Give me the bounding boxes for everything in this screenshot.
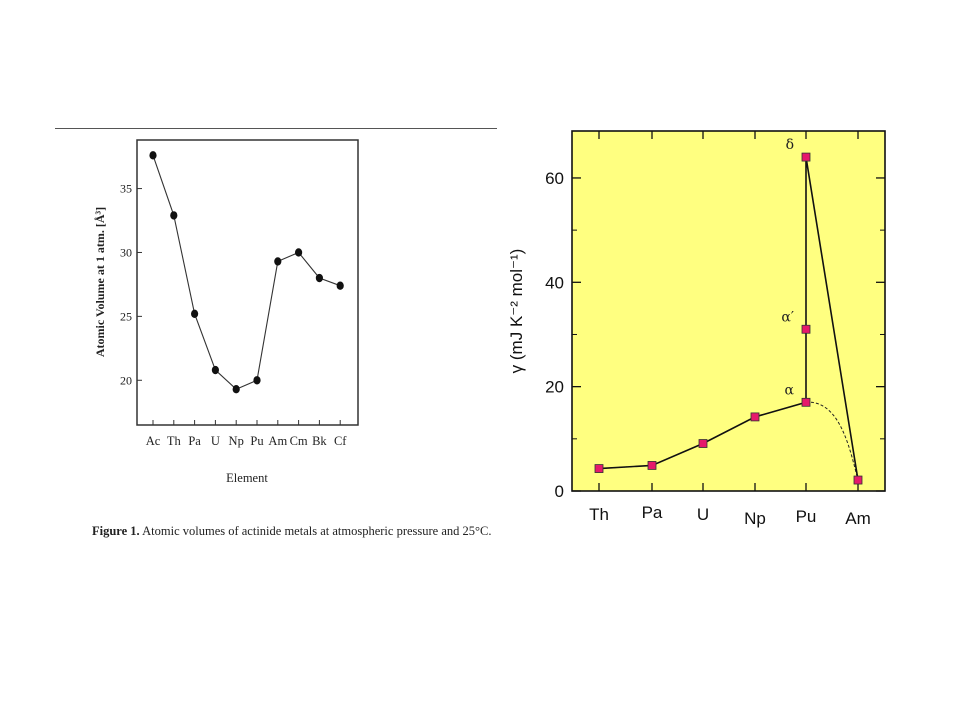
- y-tick-label-right: 0: [555, 482, 564, 501]
- data-point-left: [232, 385, 240, 394]
- data-point-right: [801, 397, 811, 407]
- data-point-right: [801, 152, 811, 162]
- x-tick-label-left: Bk: [312, 434, 327, 448]
- data-point-left: [149, 151, 157, 160]
- y-axis-label-left: Atomic Volume at 1 atm. [Å³]: [93, 207, 107, 357]
- x-tick-label-right: Pu: [796, 507, 817, 526]
- data-point-left: [274, 257, 282, 266]
- y-tick-label-left: 30: [120, 245, 132, 259]
- figure-caption-label: Figure 1.: [92, 524, 140, 538]
- data-point-left: [253, 376, 261, 385]
- x-tick-label-left: Th: [167, 434, 182, 448]
- phase-label: δ: [786, 137, 794, 153]
- phase-label: α: [785, 382, 795, 398]
- data-point-left: [191, 309, 199, 319]
- x-tick-label-right: Am: [845, 509, 871, 528]
- x-tick-label-right: U: [697, 505, 709, 524]
- x-tick-label-right: Np: [744, 509, 766, 528]
- phase-label: α′: [781, 309, 794, 325]
- x-tick-label-left: Pu: [250, 434, 264, 448]
- y-tick-label-left: 25: [120, 309, 132, 323]
- x-tick-label-left: Pa: [188, 434, 201, 448]
- y-tick-label-right: 40: [545, 273, 564, 292]
- x-tick-label-right: Th: [589, 505, 609, 524]
- data-point-left: [170, 211, 178, 220]
- x-axis-label-left: Element: [226, 471, 268, 485]
- data-point-right: [698, 439, 708, 448]
- y-tick-label-left: 20: [120, 373, 132, 387]
- figure-caption-text: Atomic volumes of actinide metals at atm…: [139, 524, 492, 538]
- series-line-left: [152, 155, 341, 390]
- x-tick-label-left: Am: [268, 434, 287, 448]
- data-point-left: [211, 365, 219, 375]
- x-tick-label-left: U: [211, 434, 220, 448]
- data-point-right: [594, 464, 604, 473]
- solid-line-right: [598, 156, 859, 481]
- plot-frame-right: [571, 130, 886, 492]
- y-tick-label-left: 35: [120, 182, 132, 196]
- data-point-left: [336, 281, 344, 290]
- x-tick-label-right: Pa: [642, 503, 663, 522]
- y-tick-label-right: 20: [545, 378, 564, 397]
- divider-rule: [55, 128, 497, 129]
- data-point-right: [750, 412, 760, 422]
- figure-caption: Figure 1. Atomic volumes of actinide met…: [92, 524, 492, 539]
- x-tick-label-left: Np: [229, 434, 244, 448]
- x-tick-label-left: Cm: [290, 434, 308, 448]
- data-point-left: [315, 273, 323, 283]
- data-point-right: [647, 461, 657, 470]
- y-axis-label-right: γ (mJ K⁻² mol⁻¹): [507, 249, 526, 374]
- x-tick-label-left: Ac: [146, 434, 161, 448]
- data-point-right: [853, 475, 863, 485]
- x-tick-label-left: Cf: [334, 434, 347, 448]
- data-point-right: [801, 324, 811, 334]
- plot-frame-left: [136, 139, 359, 426]
- data-point-left: [295, 248, 303, 257]
- y-tick-label-right: 60: [545, 169, 564, 188]
